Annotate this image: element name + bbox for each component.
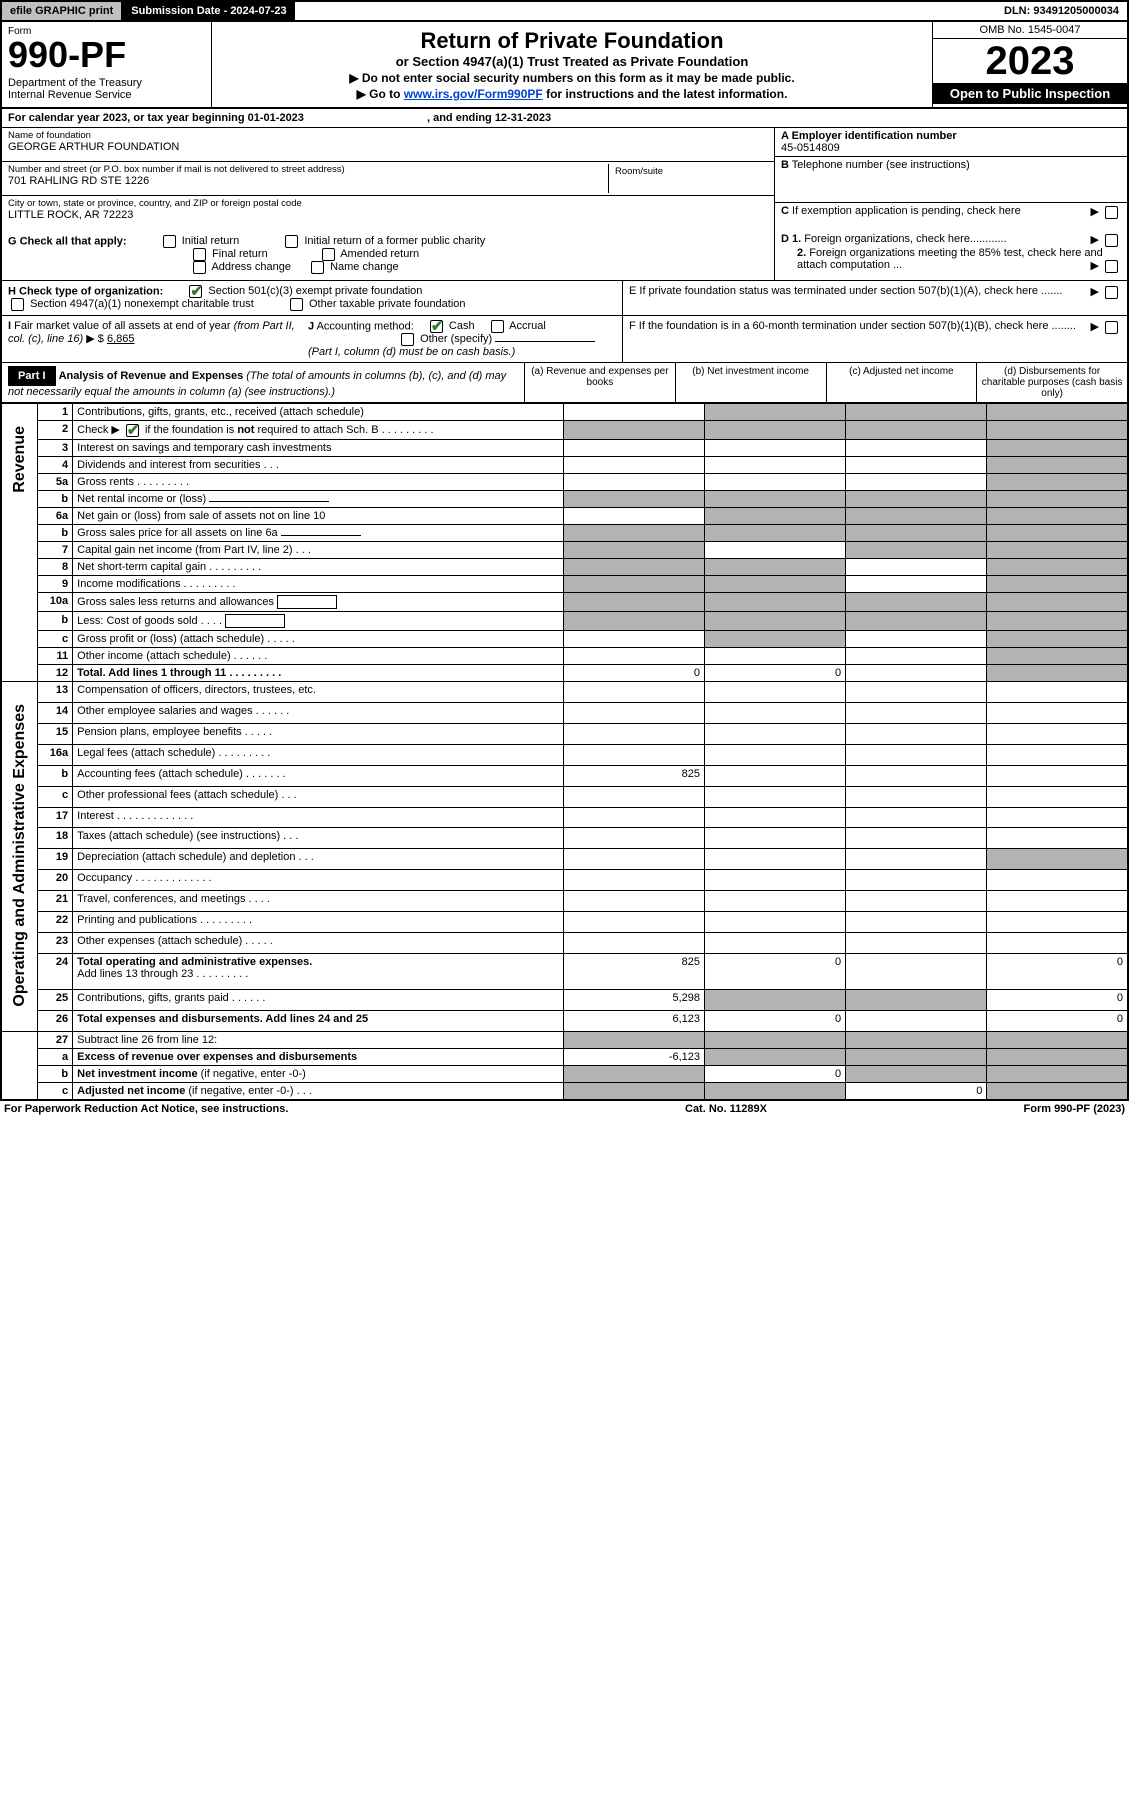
revenue-side-label: Revenue — [11, 406, 29, 513]
f-label: F If the foundation is in a 60-month ter… — [629, 320, 1076, 332]
street-address: 701 RAHLING RD STE 1226 — [8, 175, 608, 187]
efile-print-button[interactable]: efile GRAPHIC print — [2, 2, 123, 20]
col-d-header: (d) Disbursements for charitable purpose… — [976, 363, 1127, 402]
j-cash-checkbox[interactable] — [430, 320, 443, 333]
g-section: G Check all that apply: Initial return I… — [0, 229, 1129, 281]
col-c-header: (c) Adjusted net income — [826, 363, 977, 402]
main-table: Revenue 1Contributions, gifts, grants, e… — [0, 403, 1129, 1101]
part1-header: Part I Analysis of Revenue and Expenses … — [0, 363, 1129, 403]
form-subtitle-2b: ▶ Go to www.irs.gov/Form990PF for instru… — [218, 87, 926, 101]
j-other-checkbox[interactable] — [401, 333, 414, 346]
h-501c3-checkbox[interactable] — [189, 285, 202, 298]
submission-date-label: Submission Date - 2024-07-23 — [123, 2, 294, 20]
ein-label: A Employer identification number — [781, 130, 1121, 142]
col-b-header: (b) Net investment income — [675, 363, 826, 402]
g-initial-checkbox[interactable] — [163, 235, 176, 248]
expenses-side-label: Operating and Administrative Expenses — [11, 684, 29, 1027]
part1-label: Part I — [8, 366, 56, 386]
phone-label: B Telephone number (see instructions) — [781, 159, 1121, 171]
i-label: I Fair market value of all assets at end… — [8, 320, 295, 345]
ein: 45-0514809 — [781, 142, 1121, 154]
h-section: H Check type of organization: Section 50… — [0, 281, 1129, 316]
footer: For Paperwork Reduction Act Notice, see … — [0, 1101, 1129, 1117]
h-label: H Check type of organization: — [8, 285, 163, 297]
j-note: (Part I, column (d) must be on cash basi… — [308, 346, 515, 358]
g-initial-public-checkbox[interactable] — [285, 235, 298, 248]
g-name-checkbox[interactable] — [311, 261, 324, 274]
irs-link[interactable]: www.irs.gov/Form990PF — [404, 87, 543, 101]
tax-year: 2023 — [933, 39, 1127, 83]
top-bar: efile GRAPHIC print Submission Date - 20… — [0, 0, 1129, 22]
form-title: Return of Private Foundation — [218, 28, 926, 54]
h-other-checkbox[interactable] — [290, 298, 303, 311]
j-label: J — [308, 320, 314, 332]
city-label: City or town, state or province, country… — [8, 198, 768, 209]
department: Department of the TreasuryInternal Reven… — [8, 77, 205, 101]
name-label: Name of foundation — [8, 130, 768, 141]
g-final-checkbox[interactable] — [193, 248, 206, 261]
omb-number: OMB No. 1545-0047 — [933, 22, 1127, 39]
g-address-checkbox[interactable] — [193, 261, 206, 274]
j-accrual-checkbox[interactable] — [491, 320, 504, 333]
foundation-name: GEORGE ARTHUR FOUNDATION — [8, 141, 768, 153]
schb-checkbox[interactable] — [126, 424, 139, 437]
e-checkbox[interactable] — [1105, 286, 1118, 299]
form-header: Form 990-PF Department of the TreasuryIn… — [0, 22, 1129, 109]
spacer — [295, 8, 996, 14]
city-state-zip: LITTLE ROCK, AR 72223 — [8, 209, 768, 221]
open-inspection: Open to Public Inspection — [933, 83, 1127, 104]
d1-checkbox[interactable] — [1105, 234, 1118, 247]
i-value: 6,865 — [107, 333, 135, 345]
c-checkbox[interactable] — [1105, 206, 1118, 219]
ij-section: I Fair market value of all assets at end… — [0, 316, 1129, 363]
g-label: G Check all that apply: — [8, 235, 127, 247]
f-checkbox[interactable] — [1105, 321, 1118, 334]
d2-checkbox[interactable] — [1105, 260, 1118, 273]
calendar-year-row: For calendar year 2023, or tax year begi… — [0, 109, 1129, 128]
form-subtitle-2a: ▶ Do not enter social security numbers o… — [218, 71, 926, 85]
dln: DLN: 93491205000034 — [996, 2, 1127, 20]
footer-left: For Paperwork Reduction Act Notice, see … — [4, 1103, 685, 1115]
info-block: Name of foundation GEORGE ARTHUR FOUNDAT… — [0, 128, 1129, 229]
addr-label: Number and street (or P.O. box number if… — [8, 164, 608, 175]
e-label: E If private foundation status was termi… — [629, 285, 1063, 297]
part1-title: Analysis of Revenue and Expenses — [59, 370, 244, 382]
g-amended-checkbox[interactable] — [322, 248, 335, 261]
footer-mid: Cat. No. 11289X — [685, 1103, 945, 1115]
form-subtitle-1: or Section 4947(a)(1) Trust Treated as P… — [218, 54, 926, 69]
h-4947-checkbox[interactable] — [11, 298, 24, 311]
col-a-header: (a) Revenue and expenses per books — [524, 363, 675, 402]
c-label: C If exemption application is pending, c… — [781, 205, 1021, 217]
room-label: Room/suite — [608, 164, 768, 193]
footer-right: Form 990-PF (2023) — [945, 1103, 1125, 1115]
form-number: 990-PF — [8, 37, 205, 73]
